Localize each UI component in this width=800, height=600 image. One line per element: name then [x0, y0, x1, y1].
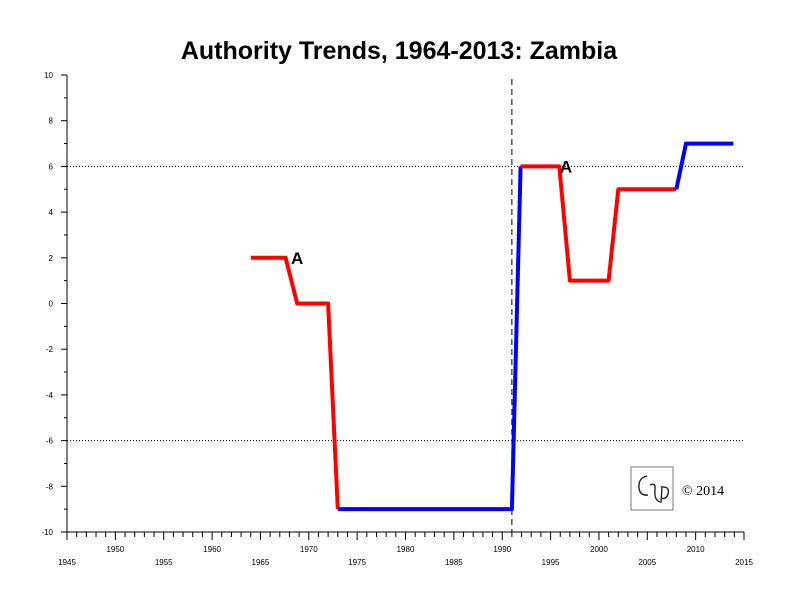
x-tick-label: 1965 — [252, 558, 270, 567]
reference-lines — [67, 79, 744, 532]
series-segment-1 — [250, 255, 340, 510]
series-segment-4 — [674, 141, 734, 190]
annotation-label: A — [560, 157, 572, 176]
y-tick-label: 6 — [49, 162, 54, 171]
x-tick-label: 2015 — [735, 558, 753, 567]
x-tick-label: 1995 — [542, 558, 560, 567]
x-tick-label: 1990 — [493, 545, 511, 554]
y-axis-ticks: -10 -8 -6 -4 -2 0 2 4 6 8 10 — [41, 71, 67, 537]
x-tick-label: 1955 — [155, 558, 173, 567]
logo-box — [630, 466, 674, 511]
annotation-label: A — [291, 249, 303, 268]
x-tick-label: 1970 — [300, 545, 318, 554]
y-tick-label: 0 — [49, 300, 54, 309]
x-tick-label: 2010 — [687, 545, 705, 554]
y-tick-label: 2 — [49, 254, 54, 263]
y-tick-label: -8 — [46, 482, 54, 491]
logo-shape — [638, 475, 670, 504]
y-tick-label: -4 — [46, 391, 54, 400]
axes — [66, 75, 744, 533]
data-series — [250, 141, 734, 512]
y-tick-label: -6 — [46, 437, 54, 446]
x-tick-label: 1980 — [397, 545, 415, 554]
x-tick-label: 1950 — [106, 545, 124, 554]
x-tick-label: 1975 — [348, 558, 366, 567]
series-segment-3 — [520, 164, 677, 283]
chart-title: Authority Trends, 1964-2013: Zambia — [181, 37, 618, 65]
x-tick-label: 2005 — [638, 558, 656, 567]
copyright-text: © 2014 — [682, 484, 724, 499]
y-tick-label: -10 — [41, 528, 53, 537]
x-axis-ticks: 1945 1950 1955 1960 1965 1970 1975 1980 1985 1990… — [58, 532, 753, 567]
y-tick-label: 10 — [44, 71, 53, 80]
annotations: AA — [291, 157, 572, 267]
y-tick-label: -2 — [46, 345, 54, 354]
x-tick-label: 1960 — [203, 545, 221, 554]
y-tick-label: 4 — [49, 208, 54, 217]
series-segment-2 — [337, 166, 523, 512]
csp-logo — [630, 466, 674, 511]
x-tick-label: 2000 — [590, 545, 608, 554]
x-tick-label: 1985 — [445, 558, 463, 567]
y-tick-label: 8 — [49, 117, 54, 126]
x-tick-label: 1945 — [58, 558, 76, 567]
